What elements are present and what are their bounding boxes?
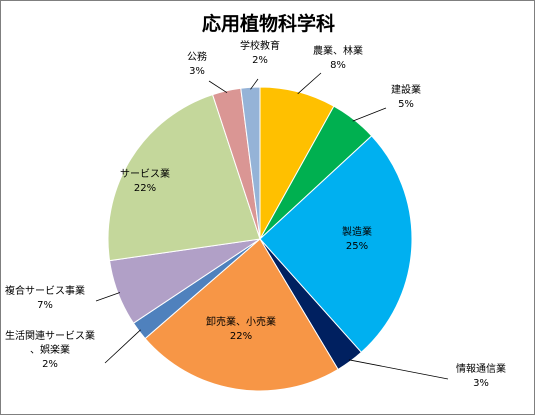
slice-label: 複合サービス事業 7% (5, 284, 85, 311)
slice-label: 建設業 5% (391, 83, 421, 110)
slice-label: 学校教育 2% (240, 39, 280, 66)
slice-name: 建設業 (391, 83, 421, 96)
leader-line (297, 72, 322, 95)
slice-percent: 7% (37, 300, 53, 311)
slice-name: 学校教育 (240, 39, 280, 52)
slice-name: 卸売業、小売業 (206, 315, 276, 328)
slice-percent: 8% (330, 60, 346, 71)
slice-percent: 3% (189, 66, 205, 77)
slice-label: 卸売業、小売業 22% (206, 315, 276, 342)
slice-name: サービス業 (120, 167, 170, 180)
slice-label: 農業、林業 8% (313, 44, 363, 71)
slice-name: 、娯楽業 (30, 343, 70, 356)
slice-label: 製造業 25% (342, 225, 372, 252)
pie-slice (107, 93, 261, 262)
chart-title: 応用植物科学科 (201, 13, 335, 35)
slice-percent: 3% (473, 378, 489, 389)
slice-name: 農業、林業 (313, 44, 363, 57)
leader-line (250, 78, 259, 90)
slice-percent: 25% (346, 241, 368, 252)
slice-percent: 22% (230, 331, 252, 342)
slice-percent: 22% (134, 183, 156, 194)
leader-line (352, 107, 387, 122)
slice-label: 公務 3% (187, 50, 207, 77)
leader-line (104, 329, 141, 364)
pie-slice (259, 135, 413, 353)
slice-percent: 5% (398, 99, 414, 110)
slice-label: 情報通信業 3% (456, 362, 506, 389)
pie-slice (240, 86, 261, 240)
pie-slice (144, 238, 339, 392)
slice-name: 公務 (187, 50, 207, 63)
slice-name: 生活関連サービス業 (5, 329, 95, 342)
slice-percent: 2% (252, 55, 268, 66)
slice-name: 複合サービス事業 (5, 284, 85, 297)
slice-name: 製造業 (342, 225, 372, 238)
slice-label: 生活関連サービス業、娯楽業 2% (5, 329, 95, 370)
slice-label: サービス業 22% (120, 167, 170, 194)
leader-line (208, 80, 228, 94)
leader-line (95, 292, 121, 302)
leader-line (348, 359, 449, 380)
slice-percent: 2% (42, 359, 58, 370)
slice-name: 情報通信業 (456, 362, 506, 375)
